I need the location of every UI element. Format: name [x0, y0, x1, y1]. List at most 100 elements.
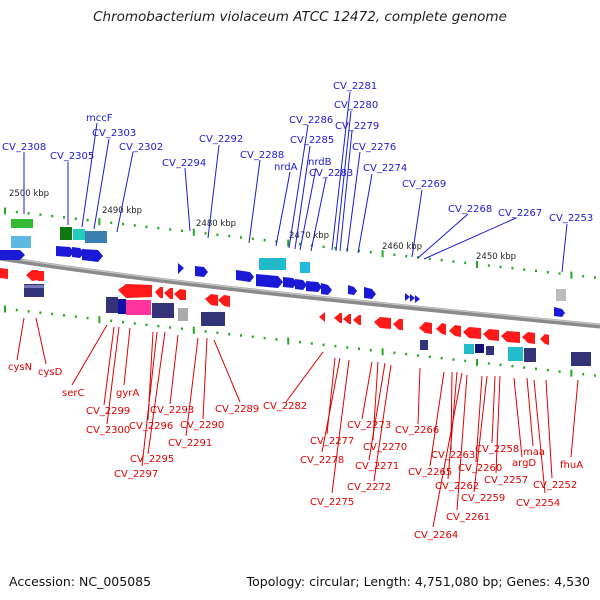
forward-gene[interactable]: [72, 247, 84, 258]
reverse-gene[interactable]: [540, 334, 549, 345]
reverse-gene[interactable]: [483, 329, 499, 341]
reverse-gene[interactable]: [436, 323, 446, 335]
gene-label-cysD[interactable]: cysD: [38, 367, 63, 378]
reverse-gene[interactable]: [174, 289, 186, 300]
gene-label-CV_2263[interactable]: CV_2263: [431, 450, 475, 461]
gene-label-CV_2258[interactable]: CV_2258: [475, 444, 519, 455]
forward-gene[interactable]: [364, 287, 376, 299]
gene-label-CV_2252[interactable]: CV_2252: [533, 480, 577, 491]
gene-label-CV_2282[interactable]: CV_2282: [263, 401, 307, 412]
forward-gene[interactable]: [283, 277, 297, 288]
forward-gene[interactable]: [321, 283, 332, 295]
reverse-gene[interactable]: [26, 270, 38, 281]
reverse-gene[interactable]: [319, 312, 325, 322]
gene-label-CV_2286[interactable]: CV_2286: [289, 115, 333, 126]
reverse-gene[interactable]: [419, 322, 432, 334]
forward-gene[interactable]: [236, 270, 254, 282]
reverse-gene[interactable]: [155, 287, 163, 298]
gene-label-CV_2272[interactable]: CV_2272: [347, 482, 391, 493]
forward-gene[interactable]: [256, 274, 283, 288]
gene-label-CV_2293[interactable]: CV_2293: [150, 405, 194, 416]
reverse-gene[interactable]: [374, 317, 391, 329]
forward-gene[interactable]: [0, 250, 25, 260]
gene-label-CV_2273[interactable]: CV_2273: [347, 420, 391, 431]
gene-label-CV_2296[interactable]: CV_2296: [129, 421, 173, 432]
gene-label-CV_2257[interactable]: CV_2257: [484, 475, 528, 486]
reverse-gene[interactable]: [501, 331, 520, 343]
gene-label-nrdB[interactable]: nrdB: [308, 157, 332, 168]
gene-label-maa[interactable]: maa: [523, 447, 545, 458]
forward-gene[interactable]: [410, 294, 415, 302]
gene-label-CV_2279[interactable]: CV_2279: [335, 121, 379, 132]
gene-label-CV_2269[interactable]: CV_2269: [402, 179, 446, 190]
gene-label-CV_2303[interactable]: CV_2303: [92, 128, 136, 139]
scale-tick: [558, 370, 561, 373]
forward-gene[interactable]: [195, 266, 208, 277]
gene-label-CV_2292[interactable]: CV_2292: [199, 134, 243, 145]
gene-label-CV_2264[interactable]: CV_2264: [414, 530, 458, 541]
gene-label-CV_2285[interactable]: CV_2285: [290, 135, 334, 146]
gene-label-CV_2265[interactable]: CV_2265: [408, 467, 452, 478]
gene-label-CV_2281[interactable]: CV_2281: [333, 81, 377, 92]
gene-label-fhuA[interactable]: fhuA: [560, 460, 583, 471]
reverse-gene[interactable]: [218, 295, 230, 307]
gene-label-CV_2278[interactable]: CV_2278: [300, 455, 344, 466]
reverse-gene[interactable]: [393, 319, 403, 330]
gene-label-CV_2259[interactable]: CV_2259: [461, 493, 505, 504]
gene-label-CV_2262[interactable]: CV_2262: [435, 481, 479, 492]
gene-label-CV_2290[interactable]: CV_2290: [180, 420, 224, 431]
gene-label-CV_2289[interactable]: CV_2289: [215, 404, 259, 415]
gene-label-CV_2277[interactable]: CV_2277: [310, 436, 354, 447]
forward-gene[interactable]: [178, 263, 184, 274]
gene-label-cysN[interactable]: cysN: [8, 362, 32, 373]
gene-label-CV_2276[interactable]: CV_2276: [352, 142, 396, 153]
gene-label-CV_2275[interactable]: CV_2275: [310, 497, 354, 508]
gene-label-CV_2295[interactable]: CV_2295: [130, 454, 174, 465]
gene-label-CV_2253[interactable]: CV_2253: [549, 213, 593, 224]
reverse-gene[interactable]: [522, 332, 535, 344]
reverse-gene[interactable]: [343, 314, 351, 324]
forward-gene[interactable]: [554, 307, 565, 317]
gene-label-CV_2260[interactable]: CV_2260: [458, 463, 502, 474]
forward-gene[interactable]: [405, 293, 410, 301]
gene-label-serC[interactable]: serC: [62, 388, 84, 399]
gene-label-CV_2254[interactable]: CV_2254: [516, 498, 560, 509]
gene-label-gyrA[interactable]: gyrA: [116, 388, 139, 399]
gene-label-CV_2299[interactable]: CV_2299: [86, 406, 130, 417]
gene-label-CV_2297[interactable]: CV_2297: [114, 469, 158, 480]
reverse-gene[interactable]: [164, 288, 173, 299]
reverse-gene[interactable]: [334, 313, 342, 323]
forward-gene[interactable]: [82, 249, 103, 262]
gene-label-CV_2261[interactable]: CV_2261: [446, 512, 490, 523]
gene-label-CV_2305[interactable]: CV_2305: [50, 151, 94, 162]
gene-label-CV_2266[interactable]: CV_2266: [395, 425, 439, 436]
gene-label-CV_2294[interactable]: CV_2294: [162, 158, 206, 169]
gene-label-nrdA[interactable]: nrdA: [274, 162, 298, 173]
reverse-gene[interactable]: [449, 325, 461, 337]
gene-label-CV_2268[interactable]: CV_2268: [448, 204, 492, 215]
reverse-gene[interactable]: [0, 268, 8, 279]
forward-gene[interactable]: [306, 281, 322, 292]
gene-label-CV_2280[interactable]: CV_2280: [334, 100, 378, 111]
reverse-gene[interactable]: [353, 315, 361, 325]
forward-gene[interactable]: [415, 295, 420, 303]
gene-label-CV_2302[interactable]: CV_2302: [119, 142, 163, 153]
forward-gene[interactable]: [348, 285, 357, 295]
gene-label-CV_2274[interactable]: CV_2274: [363, 163, 407, 174]
gene-label-CV_2267[interactable]: CV_2267: [498, 208, 542, 219]
gene-label-CV_2271[interactable]: CV_2271: [355, 461, 399, 472]
forward-gene[interactable]: [56, 246, 74, 257]
gene-label-CV_2283[interactable]: CV_2283: [309, 168, 353, 179]
gene-label-CV_2288[interactable]: CV_2288: [240, 150, 284, 161]
gene-label-CV_2300[interactable]: CV_2300: [86, 425, 130, 436]
reverse-gene[interactable]: [205, 294, 218, 306]
reverse-gene[interactable]: [38, 271, 44, 281]
reverse-gene[interactable]: [118, 284, 152, 298]
gene-label-CV_2308[interactable]: CV_2308: [2, 142, 46, 153]
gene-label-argD[interactable]: argD: [512, 458, 536, 469]
gene-label-CV_2270[interactable]: CV_2270: [363, 442, 407, 453]
reverse-gene[interactable]: [463, 327, 481, 339]
gene-label-CV_2291[interactable]: CV_2291: [168, 438, 212, 449]
gene-label-mccF[interactable]: mccF: [86, 113, 113, 124]
forward-gene[interactable]: [295, 279, 307, 290]
